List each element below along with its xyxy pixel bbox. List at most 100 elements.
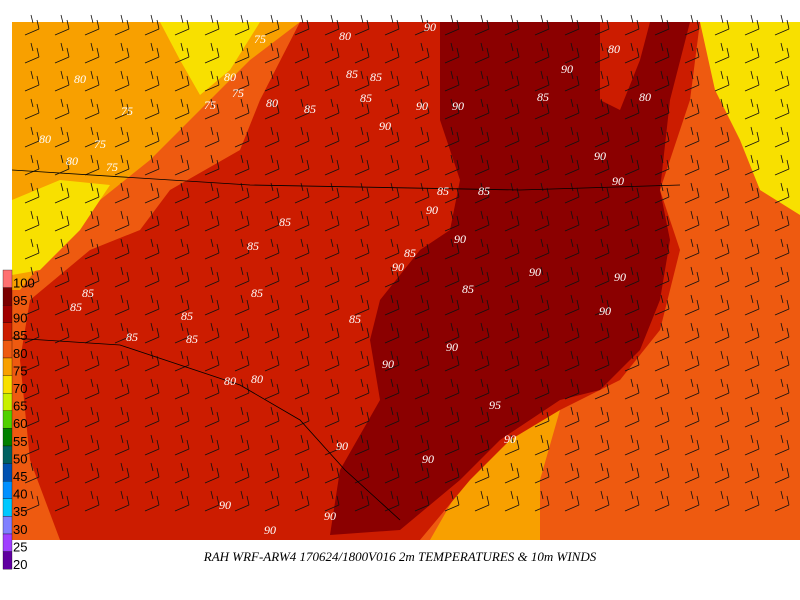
wind-barb (444, 434, 460, 456)
wind-barb (684, 210, 700, 232)
wind-barb (234, 70, 250, 92)
contour-label: 90 (599, 304, 611, 318)
wind-barb (444, 182, 460, 204)
wind-barb (294, 266, 310, 288)
wind-barb (264, 490, 280, 512)
wind-barb (564, 294, 580, 316)
wind-barb (354, 434, 370, 456)
wind-barb (204, 350, 220, 372)
wind-barb (84, 294, 100, 316)
colorbar-label: 65 (13, 399, 27, 414)
wind-barb (654, 182, 670, 204)
contour-label: 85 (346, 67, 358, 81)
wind-barb (414, 70, 430, 92)
wind-barb (624, 490, 640, 512)
wind-barb (24, 462, 40, 484)
wind-barb (534, 98, 550, 120)
colorbar-swatch (2, 533, 13, 552)
wind-barb (474, 98, 490, 120)
wind-barb (714, 126, 730, 148)
wind-barb (234, 378, 250, 400)
wind-barb (294, 322, 310, 344)
wind-barb (744, 266, 760, 288)
wind-barb (624, 322, 640, 344)
wind-barb (324, 14, 340, 36)
wind-barb (84, 378, 100, 400)
border (11, 169, 681, 191)
wind-barb (624, 266, 640, 288)
wind-barb (384, 462, 400, 484)
wind-barb (534, 126, 550, 148)
wind-barb (504, 210, 520, 232)
wind-barb (294, 238, 310, 260)
wind-barb (504, 378, 520, 400)
wind-barb (24, 322, 40, 344)
wind-barb (24, 14, 40, 36)
wind-barb (744, 182, 760, 204)
wind-barb (294, 490, 310, 512)
wind-barb (564, 406, 580, 428)
wind-barb (354, 462, 370, 484)
contour-label: 85 (126, 330, 138, 344)
wind-barb (624, 406, 640, 428)
wind-barb (354, 238, 370, 260)
wind-barb (564, 434, 580, 456)
colorbar-label: 25 (13, 539, 27, 554)
wind-barb (654, 42, 670, 64)
wind-barb (714, 14, 730, 36)
wind-barb (174, 126, 190, 148)
wind-barb (204, 322, 220, 344)
colorbar-swatch (2, 445, 13, 464)
wind-barb (504, 434, 520, 456)
wind-barb (234, 322, 250, 344)
wind-barb (744, 350, 760, 372)
wind-barb (564, 154, 580, 176)
wind-barb (54, 378, 70, 400)
wind-barb (594, 294, 610, 316)
wind-barb (174, 98, 190, 120)
wind-barb (414, 490, 430, 512)
wind-barb (444, 238, 460, 260)
wind-barb (114, 154, 130, 176)
wind-barb (624, 42, 640, 64)
wind-barb (264, 42, 280, 64)
wind-barb (24, 406, 40, 428)
wind-barb (204, 154, 220, 176)
colorbar-label: 35 (13, 504, 27, 519)
wind-barb (84, 182, 100, 204)
wind-barb (264, 126, 280, 148)
wind-barb (624, 434, 640, 456)
contour-label: 85 (247, 239, 259, 253)
wind-barb (54, 42, 70, 64)
wind-barb (624, 182, 640, 204)
wind-barb (384, 42, 400, 64)
wind-barb (414, 98, 430, 120)
wind-barb (504, 350, 520, 372)
wind-barb (594, 238, 610, 260)
wind-barb (354, 126, 370, 148)
wind-barb (384, 70, 400, 92)
wind-barb (84, 98, 100, 120)
contour-label: 90 (504, 432, 516, 446)
wind-barb (594, 154, 610, 176)
wind-barb (774, 434, 790, 456)
wind-barb (654, 434, 670, 456)
wind-barb (114, 294, 130, 316)
contour-label: 90 (446, 340, 458, 354)
wind-barb (354, 154, 370, 176)
wind-barb (324, 490, 340, 512)
wind-barb (54, 350, 70, 372)
wind-barb (444, 266, 460, 288)
wind-barb (714, 490, 730, 512)
wind-barb (564, 70, 580, 92)
wind-barb (264, 154, 280, 176)
wind-barb (534, 490, 550, 512)
wind-barb (624, 14, 640, 36)
wind-barb (594, 350, 610, 372)
wind-barb (114, 462, 130, 484)
wind-barb (504, 266, 520, 288)
wind-barb (204, 70, 220, 92)
wind-barb (144, 14, 160, 36)
